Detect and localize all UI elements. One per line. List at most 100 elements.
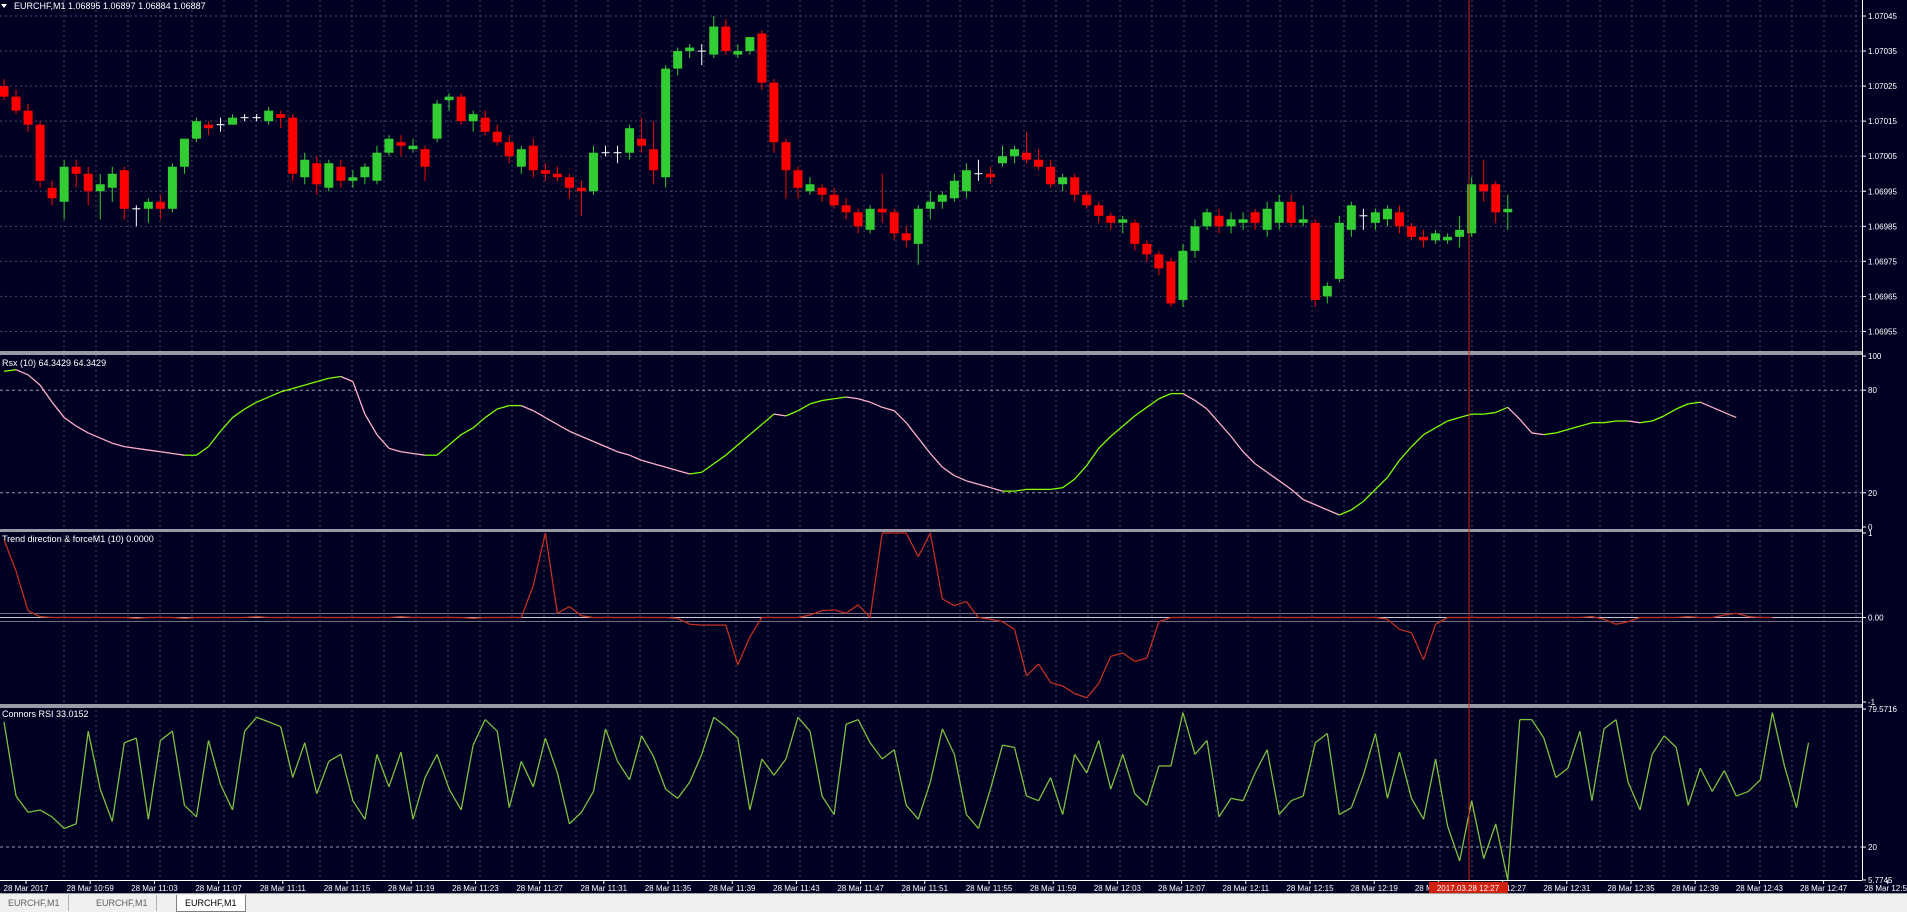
time-scale-border — [0, 880, 1862, 881]
rsx-line-segment — [1098, 435, 1112, 449]
candle-body — [853, 212, 863, 227]
candle-body — [348, 177, 358, 181]
trend-line-segment — [737, 636, 751, 666]
rsx-line-segment — [1663, 408, 1677, 417]
connors-line-segment — [27, 809, 41, 813]
candle-body — [1154, 254, 1164, 269]
pane-separator — [0, 704, 1862, 708]
connors-line-segment — [75, 731, 89, 824]
trend-line-segment — [532, 532, 546, 586]
candle-body — [985, 173, 995, 178]
time-tick-label: 28 Mar 12:11 — [1223, 884, 1270, 893]
rsx-line-segment — [292, 384, 305, 390]
chart-tab-3[interactable]: EURCHF,M1 — [176, 895, 246, 912]
connors-line-segment — [1062, 754, 1076, 815]
rsx-line-segment — [99, 437, 113, 444]
rsx-line-segment — [124, 445, 137, 449]
trend-line-segment — [725, 624, 739, 666]
candle-body — [1130, 222, 1140, 244]
chart-tab-1[interactable]: EURCHF,M1 — [0, 895, 69, 911]
candle-body — [1407, 226, 1417, 237]
rsx-line-segment — [1362, 488, 1376, 502]
candle-body — [1190, 226, 1200, 251]
trend-line-segment — [3, 539, 17, 572]
candle-body — [1491, 184, 1501, 213]
connors-line-segment — [1074, 753, 1088, 774]
trend-line-segment — [136, 616, 149, 619]
scale-tick-label: 1.07025 — [1868, 82, 1897, 91]
rsx-line-segment — [448, 434, 462, 446]
candle-body — [1431, 233, 1441, 241]
trend-pane[interactable]: Trend direction & forceM1 (10) 0.0000 — [0, 532, 1862, 699]
connors-line-segment — [520, 761, 534, 788]
rsx-line-segment — [869, 401, 883, 408]
rsx-line-segment — [1712, 406, 1725, 414]
rsx-line-segment — [3, 369, 17, 373]
connors-line-segment — [183, 804, 197, 818]
trend-line-segment — [184, 616, 197, 619]
rsx-line-segment — [172, 452, 185, 456]
rsx-line-segment — [1688, 401, 1701, 405]
connors-line-segment — [941, 728, 955, 755]
connors-line-segment — [592, 728, 607, 792]
scale-tick-label: 79.5716 — [1868, 705, 1897, 714]
candle-body — [889, 212, 899, 234]
trend-line-segment — [1146, 621, 1160, 659]
connors-line-segment — [256, 716, 269, 723]
chart-menu-arrow-icon[interactable] — [1, 4, 7, 8]
connors-line-segment — [1759, 712, 1774, 780]
connors-line-segment — [1675, 747, 1689, 806]
trend-line-segment — [905, 532, 919, 557]
trend-line-segment — [1110, 652, 1123, 657]
connors-line-segment — [1026, 795, 1039, 802]
candle-body — [877, 208, 887, 213]
connors-line-segment — [99, 788, 113, 822]
rsx-line-segment — [304, 381, 317, 386]
rsx-line-segment — [412, 452, 426, 456]
price-pane[interactable]: EURCHF,M1 1.06895 1.06897 1.06884 1.0688… — [0, 1, 1513, 307]
pane-separators[interactable] — [0, 0, 1863, 881]
rsx-line-segment — [1134, 406, 1148, 417]
rsx-line-segment — [846, 396, 859, 400]
connors-line-segment — [1146, 765, 1160, 806]
connors-line-segment — [496, 731, 510, 808]
rsx-line-segment — [1374, 476, 1388, 490]
candle-body — [396, 142, 406, 146]
connors-line-segment — [376, 754, 390, 788]
connors-line-segment — [725, 726, 739, 739]
rsx-line-segment — [1627, 420, 1641, 424]
connors-line-segment — [1699, 767, 1713, 792]
connors-line-segment — [1771, 712, 1786, 767]
trend-line-segment — [1627, 616, 1641, 623]
connors-line-segment — [544, 737, 558, 774]
connors-line-segment — [1747, 779, 1761, 792]
rsx-line-segment — [882, 406, 895, 412]
rsx-line-segment — [1254, 463, 1268, 473]
connors-line-segment — [833, 724, 847, 815]
connors-line-segment — [280, 726, 294, 778]
connors-line-segment — [677, 781, 691, 799]
rsx-line-segment — [1146, 398, 1160, 408]
connors-line-segment — [905, 804, 919, 820]
rsx-line-segment — [1266, 471, 1280, 482]
candle-body — [1262, 208, 1272, 230]
rsx-pane[interactable]: Rsx (10) 64.3429 64.3429 — [2, 358, 1737, 516]
rsx-line-segment — [797, 403, 811, 412]
candle-body — [552, 173, 562, 178]
rsx-line-segment — [1495, 406, 1509, 414]
pane-separator — [0, 351, 1862, 355]
connors-line-segment — [1110, 754, 1124, 790]
rsx-line-segment — [1290, 488, 1304, 501]
chart-canvas[interactable]: EURCHF,M1 1.06895 1.06897 1.06884 1.0688… — [0, 0, 1907, 893]
connors-line-segment — [352, 800, 366, 820]
connors-pane[interactable]: Connors RSI 33.0152 — [2, 709, 1810, 881]
candle-body — [1298, 219, 1308, 223]
connors-line-segment — [1254, 749, 1268, 774]
rsx-line-segment — [569, 430, 582, 437]
trend-line-segment — [1050, 681, 1063, 687]
trend-line-segment — [1579, 616, 1593, 619]
rsx-line-segment — [207, 430, 222, 448]
connors-line-segment — [1302, 742, 1316, 797]
chart-tab-2[interactable]: EURCHF,M1 — [88, 895, 157, 911]
connors-line-segment — [797, 716, 811, 732]
